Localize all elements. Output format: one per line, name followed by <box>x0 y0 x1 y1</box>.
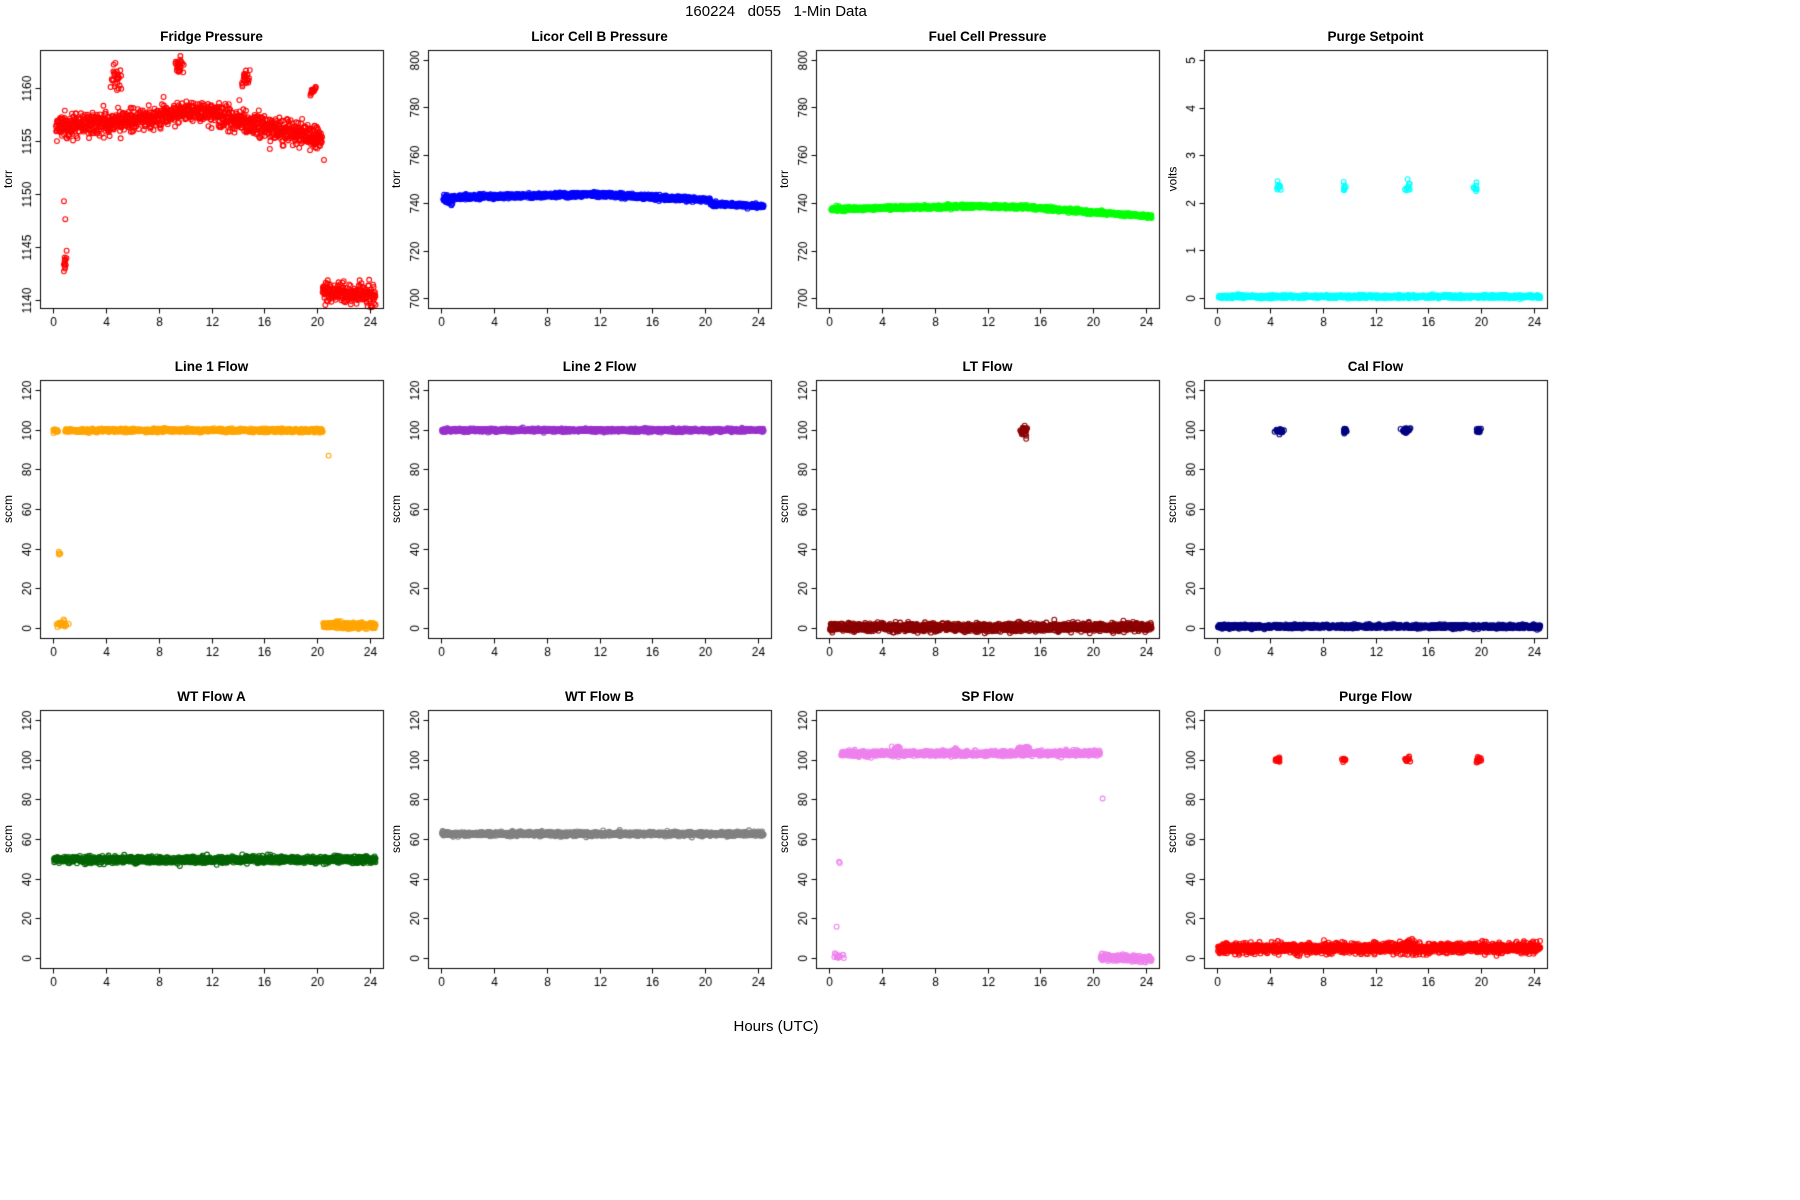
chart-title: WT Flow B <box>565 689 634 704</box>
chart-canvas-purge-setpoint <box>1164 26 1552 356</box>
panel-purge-setpoint: Purge Setpoint volts <box>1164 26 1552 356</box>
y-axis-label: sccm <box>388 380 404 638</box>
chart-title: Cal Flow <box>1347 359 1404 374</box>
y-axis-label-text: torr <box>1 170 15 188</box>
chart-canvas-line-2-flow <box>388 356 776 686</box>
y-axis-label-text: sccm <box>777 495 791 523</box>
panel-wt-flow-a: WT Flow A sccm <box>0 686 388 1016</box>
y-axis-label: torr <box>0 50 16 308</box>
y-axis-label: sccm <box>1164 380 1180 638</box>
chart-canvas-lt-flow <box>776 356 1164 686</box>
y-axis-label: torr <box>776 50 792 308</box>
chart-canvas-sp-flow <box>776 686 1164 1016</box>
chart-canvas-cal-flow <box>1164 356 1552 686</box>
y-axis-label: sccm <box>1164 710 1180 968</box>
y-axis-label: torr <box>388 50 404 308</box>
x-axis-label: Hours (UTC) <box>733 1018 819 1035</box>
y-axis-label-text: sccm <box>1165 825 1179 853</box>
panel-purge-flow: Purge Flow sccm <box>1164 686 1552 1016</box>
y-axis-label-text: sccm <box>1 825 15 853</box>
figure-title: 160224 d055 1-Min Data <box>685 3 867 20</box>
panel-fridge-pressure: Fridge Pressure torr <box>0 26 388 356</box>
chart-title: SP Flow <box>961 689 1014 704</box>
y-axis-label-text: sccm <box>777 825 791 853</box>
panel-cal-flow: Cal Flow sccm <box>1164 356 1552 686</box>
chart-canvas-wt-flow-a <box>0 686 388 1016</box>
chart-canvas-purge-flow <box>1164 686 1552 1016</box>
panel-wt-flow-b: WT Flow B sccm <box>388 686 776 1016</box>
y-axis-label: sccm <box>0 380 16 638</box>
y-axis-label-text: sccm <box>389 495 403 523</box>
panel-sp-flow: SP Flow sccm <box>776 686 1164 1016</box>
y-axis-label-text: sccm <box>1 495 15 523</box>
panel-fuel-cell-pressure: Fuel Cell Pressure torr <box>776 26 1164 356</box>
y-axis-label: sccm <box>388 710 404 968</box>
chart-canvas-wt-flow-b <box>388 686 776 1016</box>
chart-title: Purge Setpoint <box>1327 29 1424 44</box>
y-axis-label-text: volts <box>1165 166 1179 192</box>
chart-title: Fuel Cell Pressure <box>928 29 1047 44</box>
y-axis-label: sccm <box>776 710 792 968</box>
chart-title: Licor Cell B Pressure <box>531 29 668 44</box>
chart-title: Fridge Pressure <box>160 29 263 44</box>
y-axis-label: sccm <box>776 380 792 638</box>
chart-canvas-fuel-cell-pressure <box>776 26 1164 356</box>
y-axis-label-text: sccm <box>1165 495 1179 523</box>
chart-title: Purge Flow <box>1339 689 1412 704</box>
y-axis-label: volts <box>1164 50 1180 308</box>
chart-title: WT Flow A <box>177 689 246 704</box>
y-axis-label: sccm <box>0 710 16 968</box>
y-axis-label-text: sccm <box>389 825 403 853</box>
panel-licor-cell-b-pressure: Licor Cell B Pressure torr <box>388 26 776 356</box>
panel-line-1-flow: Line 1 Flow sccm <box>0 356 388 686</box>
panel-line-2-flow: Line 2 Flow sccm <box>388 356 776 686</box>
chart-title: LT Flow <box>962 359 1013 374</box>
chart-canvas-licor-cell-b-pressure <box>388 26 776 356</box>
chart-canvas-fridge-pressure <box>0 26 388 356</box>
panel-lt-flow: LT Flow sccm <box>776 356 1164 686</box>
chart-canvas-line-1-flow <box>0 356 388 686</box>
y-axis-label-text: torr <box>389 170 403 188</box>
y-axis-label-text: torr <box>777 170 791 188</box>
chart-title: Line 1 Flow <box>174 359 249 374</box>
chart-title: Line 2 Flow <box>562 359 637 374</box>
chart-grid: Fridge Pressure torr Licor Cell B Pressure… <box>0 26 1552 1016</box>
